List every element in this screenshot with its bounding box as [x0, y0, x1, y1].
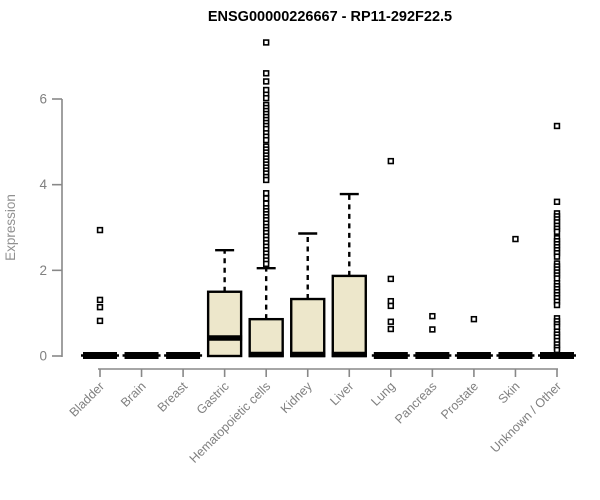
- outlier-point-bladder: [96, 226, 104, 234]
- flat-box-skin: [498, 352, 533, 359]
- outlier-point-hematopoietic-cells: [262, 190, 270, 197]
- flat-box-brain: [124, 352, 159, 359]
- x-tick-label-breast: Breast: [155, 379, 191, 415]
- y-tick-label: 0: [39, 349, 47, 364]
- y-axis-label: Expression: [3, 194, 18, 261]
- outlier-point-hematopoietic-cells: [262, 195, 270, 202]
- outlier-point-skin: [512, 235, 519, 243]
- x-tick-label-pancreas: Pancreas: [392, 379, 439, 426]
- outlier-point-hematopoietic-cells: [262, 70, 270, 77]
- x-tick-label-bladder: Bladder: [67, 379, 107, 419]
- outlier-point-lung: [387, 318, 395, 325]
- outlier-point-prostate: [470, 315, 478, 323]
- outlier-point-lung: [387, 157, 395, 165]
- outlier-point-bladder: [96, 296, 104, 304]
- outlier-point-hematopoietic-cells: [262, 94, 270, 102]
- outlier-point-hematopoietic-cells: [262, 260, 270, 268]
- flat-box-lung: [373, 352, 408, 359]
- flat-box-prostate: [456, 352, 491, 359]
- outlier-point-lung: [387, 275, 395, 283]
- outlier-point-pancreas: [429, 326, 436, 333]
- outlier-point-unknown-other: [553, 122, 561, 130]
- flat-box-breast: [166, 352, 201, 359]
- box-hematopoietic-cells: [248, 317, 284, 358]
- box-liver: [331, 274, 367, 358]
- outlier-point-lung: [387, 302, 395, 310]
- x-tick-label-unknown-other: Unknown / Other: [488, 379, 564, 455]
- flat-box-bladder: [83, 352, 117, 359]
- outlier-point-unknown-other: [553, 346, 561, 354]
- x-tick-label-kidney: Kidney: [278, 379, 315, 416]
- flat-box-unknown-other: [540, 352, 574, 359]
- y-tick-label: 4: [39, 177, 47, 192]
- outlier-point-unknown-other: [553, 228, 561, 235]
- y-tick-label: 6: [39, 92, 47, 107]
- outlier-point-hematopoietic-cells: [262, 136, 270, 144]
- plot-area: 0 2 4 6 Bladder Brain Breast GastricHematopoiet…: [39, 39, 576, 466]
- y-tick-label: 2: [39, 263, 47, 278]
- box-gastric: [206, 290, 243, 358]
- outlier-point-hematopoietic-cells: [262, 78, 270, 85]
- x-tick-label-liver: Liver: [327, 379, 356, 408]
- box-kidney: [290, 297, 326, 358]
- x-tick-label-lung: Lung: [368, 379, 398, 409]
- outlier-point-hematopoietic-cells: [262, 39, 270, 46]
- outlier-point-unknown-other: [553, 198, 561, 205]
- x-tick-label-gastric: Gastric: [194, 379, 232, 417]
- outlier-point-unknown-other: [553, 301, 561, 309]
- outlier-point-unknown-other: [553, 253, 561, 260]
- chart-title: ENSG00000226667 - RP11-292F22.5: [208, 9, 452, 25]
- outlier-point-bladder: [96, 317, 104, 325]
- outlier-point-pancreas: [429, 312, 436, 320]
- x-tick-label-skin: Skin: [495, 379, 522, 406]
- outlier-point-lung: [387, 325, 395, 333]
- outlier-point-bladder: [96, 303, 104, 311]
- x-tick-label-brain: Brain: [118, 379, 149, 410]
- outlier-point-hematopoietic-cells: [262, 176, 270, 184]
- flat-box-pancreas: [415, 352, 450, 359]
- x-tick-label-prostate: Prostate: [438, 379, 481, 422]
- x-tick-label-hematopoietic-cells: Hematopoietic cells: [187, 379, 274, 466]
